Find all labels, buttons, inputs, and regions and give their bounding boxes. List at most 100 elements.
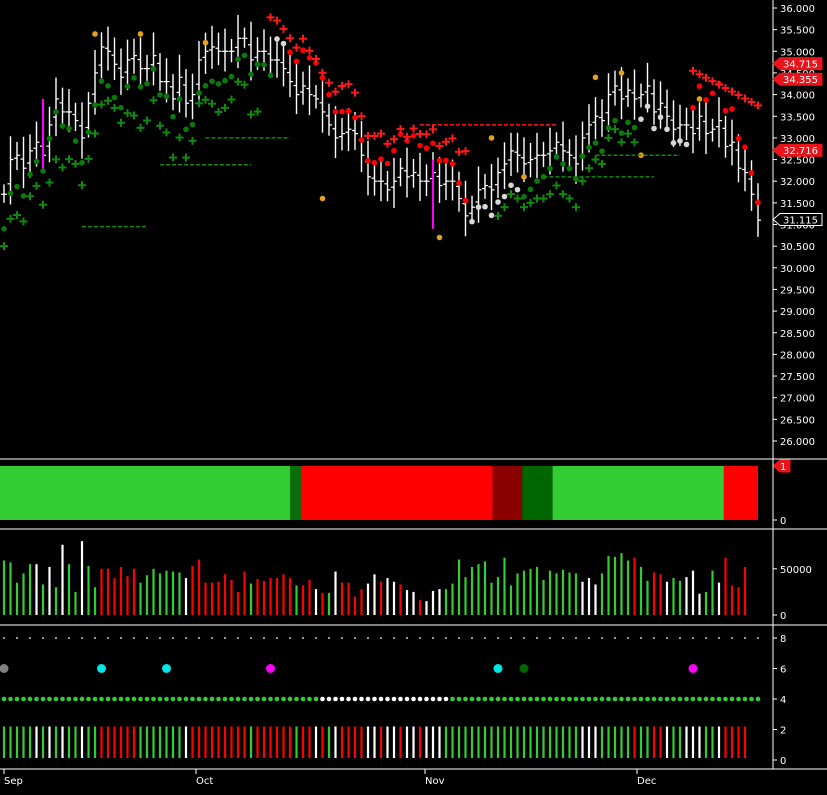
stop-plus-marker [390,135,398,144]
stop-dot [573,176,579,182]
stop-plus-marker [234,77,242,86]
stop-plus-marker [403,132,411,141]
price-tick-label: 35.500 [780,26,815,37]
signal-dot [266,664,275,673]
price-bar [46,106,53,163]
price-bar [534,132,540,179]
level-4-dot [170,696,176,702]
price-flag: 31.115 [772,213,823,227]
level-8-dot [705,637,707,639]
level-8-dot [627,637,629,639]
price-bar [326,103,332,136]
x-tick-label: Sep [4,776,23,787]
level-8-dot [133,637,135,639]
stop-dot [92,102,98,108]
stop-dot [748,170,755,176]
stop-plus-marker [6,214,15,223]
stop-plus-marker [611,125,619,134]
highlight-dot [618,70,625,76]
price-bar [488,163,495,211]
stop-dot [475,204,482,210]
price-bar [722,115,729,158]
stop-dot [79,159,85,166]
stop-dot [586,144,592,151]
level-8-dot [302,637,304,639]
stop-dot [729,106,735,112]
level-4-dot [632,696,637,702]
trend-segment [552,466,724,520]
stop-dot [85,129,92,135]
stop-dot [228,73,235,80]
stop-dot [131,75,137,81]
price-bar [566,139,573,167]
level-8-dot [146,637,148,639]
stop-plus-marker [377,129,385,138]
price-flag-box [772,143,823,157]
x-tick-label: Nov [425,776,445,787]
level-4-dot [606,696,611,702]
stop-plus-marker [292,43,301,52]
level-8-dot [679,637,681,639]
level-4-dot [417,696,423,702]
stop-dot [488,212,495,219]
price-bar [202,32,209,74]
level-4-dot [365,696,371,702]
stop-dot [163,93,170,100]
price-bar [670,100,677,147]
level-4-dot [489,696,494,702]
price-bar [105,26,111,71]
stop-dot [755,199,761,206]
stop-plus-marker [104,96,112,105]
level-4-dot [346,696,351,702]
level-8-dot [3,637,5,639]
stop-dot [605,125,612,131]
stop-plus-marker [110,103,119,112]
level-4-dot [157,696,163,702]
level-4-dot [274,696,280,702]
level-4-dot [242,696,247,702]
level-4-dot [482,696,488,702]
price-bar [651,79,657,125]
stop-plus-marker [357,112,366,121]
stop-plus-marker [0,242,8,251]
price-tick-label: 34.000 [780,91,815,102]
level-4-dot [92,696,98,702]
level-8-dot [315,637,317,639]
price-bar [748,160,755,211]
price-tick-label: 36.000 [780,4,815,15]
price-bar [170,74,176,111]
stop-plus-marker [84,154,93,163]
stop-dot [579,153,586,160]
level-8-dot [588,637,590,639]
price-bar [638,83,644,108]
indicator-tick-label: 6 [780,665,786,676]
signal-dot [519,664,529,673]
highlight-dot [488,135,495,141]
price-bar [495,157,501,198]
highlight-dot [592,74,599,81]
price-bar [339,118,345,151]
level-8-dot [29,637,31,639]
price-bar [742,148,748,192]
stop-dot [534,178,540,184]
level-4-dot [222,696,228,702]
level-4-dot [729,696,735,702]
stop-plus-marker [338,81,346,90]
price-bar [1,184,7,203]
stop-plus-marker [624,129,632,138]
price-tick-label: 29.500 [780,285,815,296]
level-4-dot [664,696,670,702]
stop-plus-marker [266,13,275,22]
stop-plus-marker [299,34,307,43]
price-tick-label: 30.000 [780,264,815,275]
level-4-dot [456,696,462,702]
stop-dot [280,40,287,47]
level-4-dot [307,696,312,702]
price-flag-label: 32.716 [783,146,818,157]
level-4-dot [268,696,273,702]
stop-dot [53,109,59,115]
price-bar [144,54,150,81]
price-bar [215,32,222,66]
level-4-dot [21,696,26,702]
level-8-dot [354,637,356,639]
